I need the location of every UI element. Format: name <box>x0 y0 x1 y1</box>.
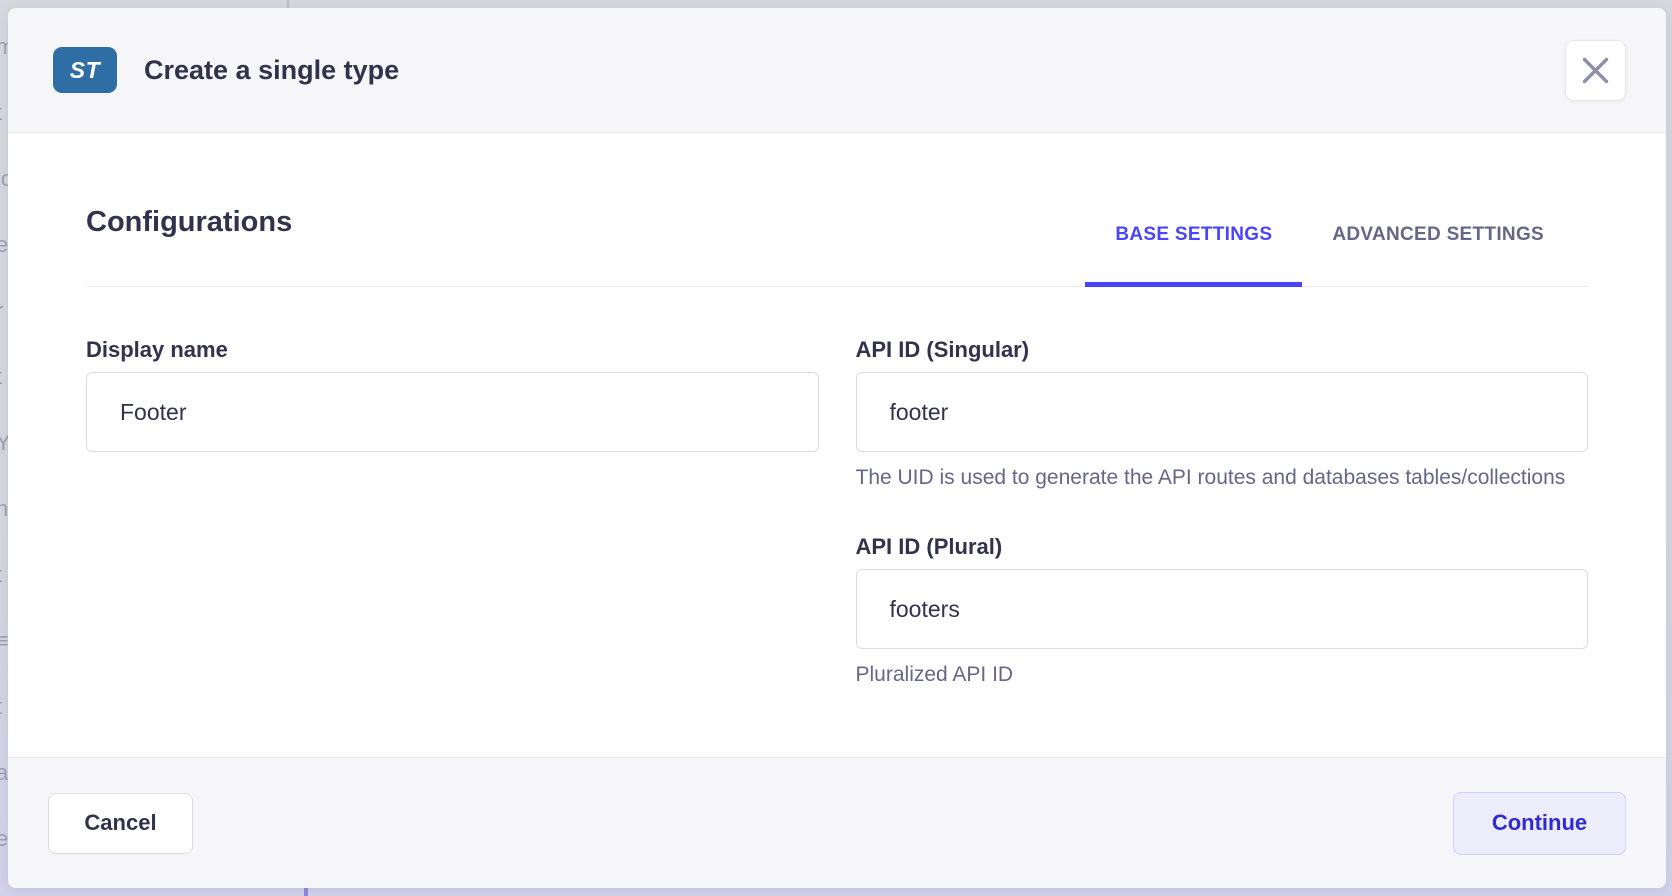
modal-footer: Cancel Continue <box>8 757 1666 888</box>
api-id-plural-field-group: API ID (Plural) Pluralized API ID <box>855 534 1588 688</box>
api-id-singular-input[interactable] <box>855 372 1588 452</box>
api-id-plural-input[interactable] <box>855 569 1588 649</box>
api-id-singular-label: API ID (Singular) <box>855 337 1030 362</box>
modal-title: Create a single type <box>144 54 400 85</box>
cancel-button[interactable]: Cancel <box>48 792 193 854</box>
display-name-field-group: Display name <box>86 338 819 452</box>
single-type-badge-icon: ST <box>53 47 117 93</box>
configurations-section-header: Configurations BASE SETTINGS ADVANCED SE… <box>86 133 1588 287</box>
form-column-right: API ID (Singular) The UID is used to gen… <box>855 337 1588 688</box>
api-id-singular-hint: The UID is used to generate the API rout… <box>855 466 1566 489</box>
display-name-label: Display name <box>86 337 228 362</box>
tab-advanced-settings[interactable]: ADVANCED SETTINGS <box>1332 224 1544 245</box>
modal-header: ST Create a single type <box>8 8 1666 133</box>
api-id-plural-label: API ID (Plural) <box>855 534 1003 559</box>
settings-tabs: BASE SETTINGS ADVANCED SETTINGS <box>1085 223 1588 287</box>
close-icon <box>1582 57 1609 83</box>
close-button[interactable] <box>1565 39 1626 101</box>
configurations-form: Display name API ID (Singular) The UID i… <box>86 338 1588 688</box>
backdrop-accent-line <box>304 884 308 896</box>
api-id-singular-field-group: API ID (Singular) The UID is used to gen… <box>855 337 1588 491</box>
modal-body: Configurations BASE SETTINGS ADVANCED SE… <box>8 133 1666 757</box>
form-column-left: Display name <box>86 338 819 688</box>
api-id-plural-hint: Pluralized API ID <box>855 663 1014 686</box>
continue-button[interactable]: Continue <box>1453 791 1626 855</box>
display-name-input[interactable] <box>86 372 819 452</box>
tab-base-settings[interactable]: BASE SETTINGS <box>1085 223 1303 287</box>
page-title: Configurations <box>86 206 293 238</box>
create-single-type-modal: ST Create a single type Configurations B… <box>8 8 1666 888</box>
backdrop-divider-line <box>287 0 289 8</box>
